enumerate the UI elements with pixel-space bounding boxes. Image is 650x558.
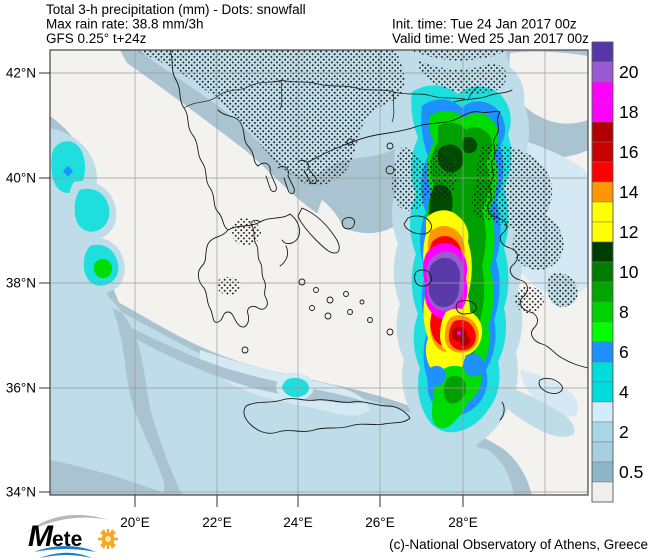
colorbar-label: 14: [619, 182, 639, 202]
colorbar-segment: [591, 161, 614, 183]
colorbar-segment: [591, 441, 614, 463]
axis-ticks: [39, 72, 464, 507]
lon-label-24: 24°E: [283, 515, 312, 530]
colorbar-segment: [591, 461, 614, 483]
graticule: [50, 50, 588, 495]
colorbar-segment: [591, 281, 614, 303]
colorbar-segment: [591, 121, 614, 143]
lat-label-34: 34°N: [6, 485, 36, 500]
colorbar-label: 16: [619, 142, 638, 162]
lon-label-26: 26°E: [365, 515, 394, 530]
lat-label-38: 38°N: [6, 276, 36, 291]
logo-ete-letters: ete: [52, 528, 82, 551]
colorbar-segment: [591, 361, 614, 383]
colorbar-segment: [591, 241, 614, 263]
init-time-label: Init. time: Tue 24 Jan 2017 00z: [392, 17, 577, 32]
colorbar-label: 4: [619, 382, 629, 402]
colorbar-segment: [591, 401, 614, 423]
colorbar-segment: [591, 61, 614, 83]
colorbar-segment: [591, 221, 614, 243]
dry-white-areas: [314, 51, 588, 372]
coastlines: [169, 50, 588, 434]
title-line1: Total 3-h precipitation (mm) - Dots: sno…: [46, 2, 306, 17]
colorbar-segment: [591, 301, 614, 323]
credit-text: (c)-National Observatory of Athens, Gree…: [389, 537, 648, 552]
lat-label-40: 40°N: [6, 171, 36, 186]
lon-label-20: 20°E: [120, 515, 149, 530]
colorbar-labels: 20 18 16 14 12 10 8 6 4 2 0.5: [619, 62, 643, 482]
colorbar-label: 18: [619, 102, 638, 122]
colorbar-segment: [591, 81, 614, 103]
colorbar-segment: [591, 101, 614, 123]
colorbar-segment: [591, 41, 614, 63]
lon-label-28: 28°E: [448, 515, 477, 530]
colorbar-segment: [591, 201, 614, 223]
title-line2: Max rain rate: 38.8 mm/3h: [46, 17, 204, 32]
lat-label-42: 42°N: [6, 66, 36, 81]
meteo-logo: M ete: [28, 514, 118, 558]
colorbar-segment: [591, 141, 614, 163]
colorbar-segment: [591, 481, 614, 503]
west-cyan-cells: [50, 128, 314, 401]
map-frame: [49, 49, 589, 496]
colorbar-segments: [591, 41, 614, 503]
colorbar-label: 0.5: [619, 462, 643, 482]
colorbar-label: 20: [619, 62, 639, 82]
longitude-labels: 20°E 22°E 24°E 26°E 28°E: [120, 515, 477, 530]
colorbar: 20 18 16 14 12 10 8 6 4 2 0.5: [591, 41, 643, 503]
colorbar-label: 2: [619, 422, 629, 442]
colorbar-label: 6: [619, 342, 629, 362]
colorbar-label: 12: [619, 222, 638, 242]
colorbar-segment: [591, 381, 614, 403]
valid-time-label: Valid time: Wed 25 Jan 2017 00z: [392, 31, 589, 46]
colorbar-segment: [591, 341, 614, 363]
logo-gray-swoosh: [28, 514, 108, 532]
lat-label-36: 36°N: [6, 381, 36, 396]
logo-sun-icon: [98, 529, 118, 549]
colorbar-segment: [591, 181, 614, 203]
colorbar-label: 10: [619, 262, 639, 282]
lon-label-22: 22°E: [202, 515, 231, 530]
country-borders: [183, 79, 479, 123]
colorbar-label: 8: [619, 302, 629, 322]
colorbar-segment: [591, 421, 614, 443]
logo-wave-swooshes: [34, 546, 96, 558]
colorbar-segment: [591, 321, 614, 343]
colorbar-segment: [591, 261, 614, 283]
snowfall-stipple: [138, 50, 578, 314]
map-area: [50, 50, 588, 495]
title-line3: GFS 0.25° t+24z: [46, 31, 147, 46]
latitude-labels: 42°N 40°N 38°N 36°N 34°N: [6, 66, 36, 500]
